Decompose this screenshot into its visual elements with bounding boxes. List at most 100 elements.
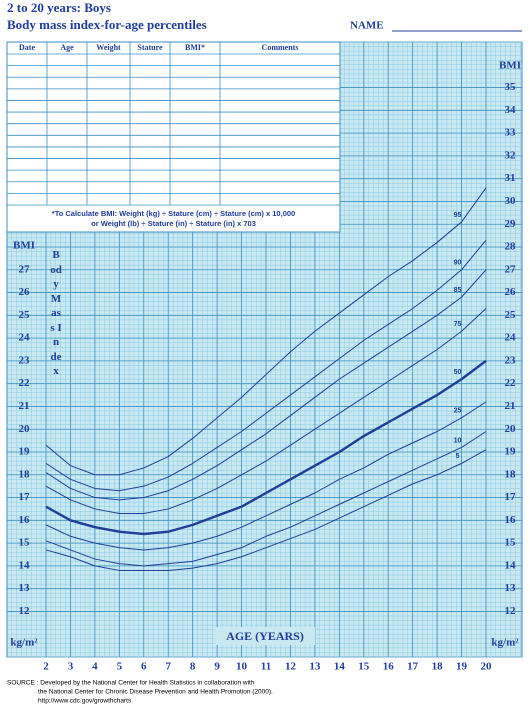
- y-tick-label: 18: [19, 468, 31, 480]
- x-tick-label: 14: [334, 661, 346, 673]
- y-tick-label: 12: [505, 605, 517, 617]
- table-header: BMI*: [185, 43, 205, 52]
- y-tick-label: 18: [505, 468, 517, 480]
- y-tick-label: 25: [19, 309, 31, 321]
- y-tick-label: 34: [505, 104, 517, 116]
- x-tick-label: 10: [236, 661, 248, 673]
- x-tick-label: 19: [456, 661, 468, 673]
- table-header: Comments: [262, 43, 299, 52]
- y-tick-label: 27: [505, 263, 517, 275]
- x-tick-label: 4: [92, 661, 98, 673]
- y-tick-label: 22: [19, 377, 31, 389]
- subtitle: Body mass index-for-age percentiles: [7, 17, 207, 32]
- y-tick-label: 20: [19, 423, 31, 435]
- y-tick-label: 21: [19, 400, 30, 412]
- series-label: 85: [454, 287, 462, 294]
- y-tick-label: 19: [505, 446, 517, 458]
- x-tick-label: 15: [358, 661, 370, 673]
- source-note: http://www.cdc.gov/growthcharts: [38, 698, 132, 705]
- x-axis-label: AGE (YEARS): [226, 629, 304, 643]
- y-tick-label: 30: [505, 195, 517, 207]
- percentile-curve: [45, 239, 487, 492]
- y-tick-label: 19: [19, 446, 31, 458]
- y-tick-label: 14: [505, 559, 517, 571]
- series-label: 5: [456, 453, 460, 460]
- source-note: the National Center for Chronic Disease …: [38, 689, 273, 696]
- series-label: 95: [454, 212, 462, 219]
- y-tick-label: 23: [19, 354, 31, 366]
- y-tick-label: 33: [505, 127, 517, 139]
- series-label: 10: [454, 437, 462, 444]
- x-tick-label: 13: [309, 661, 321, 673]
- series-label: 25: [454, 408, 462, 415]
- percentile-curve: [45, 359, 487, 536]
- x-tick-label: 18: [432, 661, 444, 673]
- title: 2 to 20 years: Boys: [7, 0, 111, 15]
- source-note: SOURCE : Developed by the National Cente…: [7, 680, 255, 687]
- x-tick-label: 12: [285, 661, 297, 673]
- x-tick-label: 20: [481, 661, 493, 673]
- y-tick-label: 16: [505, 514, 517, 526]
- percentile-curve: [45, 187, 487, 476]
- y-tick-label: 14: [19, 559, 31, 571]
- y-tick-label: 21: [505, 400, 516, 412]
- y-unit: kg/m²: [10, 637, 38, 649]
- percentile-curve: [45, 401, 487, 551]
- x-tick-label: 5: [117, 661, 123, 673]
- percentile-curve: [45, 449, 487, 571]
- x-tick-label: 9: [214, 661, 220, 673]
- y-tick-label: 26: [505, 286, 517, 298]
- series-label: 90: [454, 260, 462, 267]
- y-axis-title: BMI: [499, 60, 521, 72]
- y-tick-label: 15: [505, 537, 517, 549]
- x-tick-label: 11: [261, 661, 271, 673]
- y-tick-label: 15: [19, 537, 31, 549]
- percentile-curve: [45, 269, 487, 501]
- y-tick-label: 29: [505, 218, 517, 230]
- series-label: 50: [454, 369, 462, 376]
- x-tick-label: 6: [141, 661, 147, 673]
- x-tick-label: 3: [68, 661, 74, 673]
- x-tick-label: 2: [43, 661, 49, 673]
- x-tick-label: 8: [190, 661, 196, 673]
- record-table: [6, 41, 341, 233]
- y-axis-label: Body Mass Index: [50, 249, 62, 377]
- table-header: Weight: [96, 43, 121, 52]
- bmi-formula: *To Calculate BMI: Weight (kg) ÷ Stature…: [52, 209, 295, 218]
- x-label-box: [215, 627, 315, 645]
- bmi-formula: or Weight (lb) ÷ Stature (in) ÷ Stature …: [91, 219, 256, 228]
- y-tick-label: 17: [19, 491, 31, 503]
- y-tick-label: 23: [505, 354, 517, 366]
- y-unit: kg/m²: [491, 637, 519, 649]
- y-tick-label: 28: [505, 241, 517, 253]
- table-header: Age: [60, 43, 74, 52]
- y-tick-label: 31: [505, 172, 516, 184]
- percentile-curve: [45, 308, 487, 514]
- table-header: Stature: [137, 43, 163, 52]
- y-tick-label: 17: [505, 491, 517, 503]
- y-tick-label: 27: [19, 263, 31, 275]
- y-tick-label: 35: [505, 81, 517, 93]
- plot: Date Age Weight Stature BMI* Comments *To Calc…: [6, 41, 523, 705]
- x-tick-label: 7: [165, 661, 171, 673]
- y-tick-label: 13: [505, 582, 517, 594]
- y-tick-label: 16: [19, 514, 31, 526]
- table-header: Date: [19, 43, 35, 52]
- y-tick-label: 26: [19, 286, 31, 298]
- percentile-curve: [45, 431, 487, 567]
- y-tick-label: 12: [19, 605, 31, 617]
- x-tick-label: 17: [407, 661, 419, 673]
- y-tick-label: 24: [505, 332, 517, 344]
- y-tick-label: 20: [505, 423, 517, 435]
- y-axis-title: BMI: [13, 240, 35, 252]
- y-tick-label: 22: [505, 377, 517, 389]
- y-tick-label: 25: [505, 309, 517, 321]
- series-label: 75: [454, 321, 462, 328]
- y-tick-label: 32: [505, 149, 517, 161]
- x-tick-label: 16: [383, 661, 395, 673]
- y-tick-label: 13: [19, 582, 31, 594]
- name-label: NAME: [350, 20, 384, 32]
- y-tick-label: 24: [19, 332, 31, 344]
